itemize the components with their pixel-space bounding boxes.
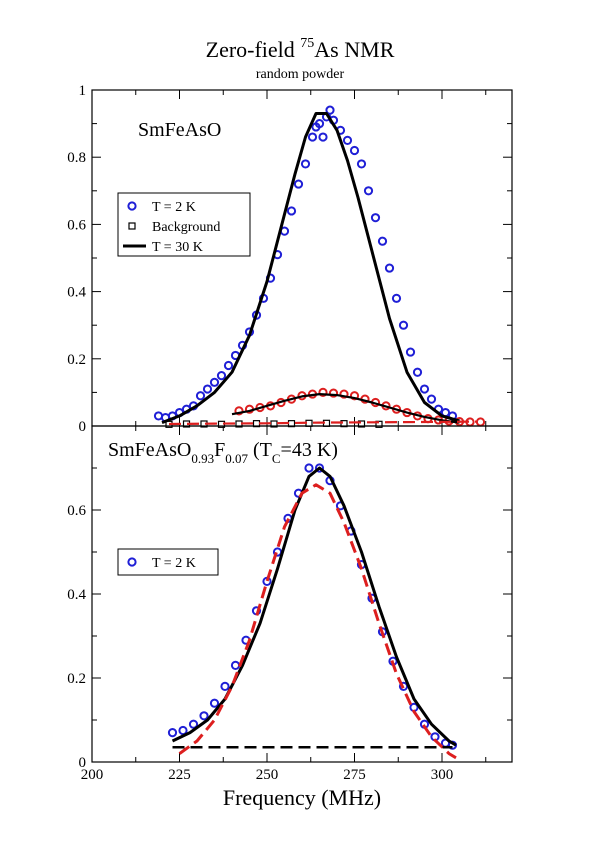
label-tc-close: =43 K)	[281, 439, 338, 461]
point-circle-0-1-8	[318, 387, 328, 397]
title-superscript: 75	[300, 36, 314, 51]
point-circle-0-1-9	[328, 388, 339, 398]
label-main: SmFeAsO	[108, 439, 191, 461]
point-circle-0-0-24	[314, 119, 325, 129]
label-mid: F	[214, 439, 225, 461]
point-circle-0-0-39	[405, 347, 416, 357]
top-plot-area	[153, 105, 486, 428]
chart-subtitle: random powder	[256, 67, 345, 82]
point-circle-0-1-11	[349, 391, 360, 401]
y-tick-label-0-4: 0.8	[67, 150, 86, 166]
legend-marker-circle-0	[127, 201, 137, 211]
point-square-0-2-10	[340, 420, 348, 428]
point-circle-0-0-33	[363, 186, 374, 196]
panel-bottom: SmFeAsO0.93F0.07 (TC=43 K) 0 0.2 0.4 0.6 20…	[67, 425, 513, 783]
point-circle-0-1-10	[339, 389, 349, 399]
point-circle-1-0-6	[230, 660, 241, 671]
legend-entry-1-0: T = 2 K	[152, 556, 196, 571]
point-circle-1-0-13	[304, 463, 314, 473]
series-line-1-2	[178, 483, 457, 760]
point-circle-0-0-7	[202, 384, 213, 394]
legend-marker-square-0	[128, 222, 136, 230]
point-circle-0-0-42	[426, 394, 437, 404]
point-circle-0-0-35	[377, 236, 388, 246]
point-circle-0-0-31	[349, 145, 360, 156]
label-tc-open: (T	[248, 439, 272, 461]
point-circle-0-0-20	[293, 179, 304, 189]
series-line-0-4	[231, 393, 460, 424]
point-circle-0-0-38	[398, 320, 409, 330]
x-axis-label: Frequency (MHz)	[223, 785, 381, 810]
point-circle-1-0-2	[188, 719, 199, 729]
bottom-plot-area	[167, 463, 458, 760]
point-circle-0-0-8	[209, 377, 220, 387]
point-circle-1-0-5	[220, 681, 230, 692]
point-circle-0-0-30	[342, 135, 353, 145]
point-circle-0-0-34	[370, 213, 381, 223]
x-tick-label-4: 300	[431, 767, 454, 783]
y-tick-label-0-1: 0.2	[67, 352, 86, 368]
point-circle-0-0-36	[384, 263, 395, 273]
point-circle-0-0-25	[318, 132, 328, 142]
bottom-y-axis: 0 0.2 0.4 0.6	[67, 467, 512, 771]
point-circle-0-1-0	[234, 406, 244, 416]
point-circle-0-0-41	[419, 384, 430, 394]
bottom-legend: T = 2 K	[117, 548, 219, 576]
y-tick-label-1-2: 0.4	[67, 587, 86, 603]
y-tick-label-1-1: 0.2	[67, 671, 86, 687]
point-circle-1-0-14	[314, 463, 325, 473]
point-square-0-2-12	[375, 420, 383, 428]
chart-title: Zero-field 75As NMR	[206, 36, 395, 62]
title-suffix: As NMR	[314, 37, 394, 62]
point-circle-1-0-22	[398, 681, 409, 692]
point-circle-1-0-3	[199, 711, 209, 721]
point-circle-0-0-6	[195, 391, 206, 401]
label-sub1: 0.93	[191, 451, 214, 466]
y-tick-label-0-3: 0.6	[67, 217, 86, 233]
point-circle-0-0-19	[286, 206, 297, 216]
title-prefix: Zero-field	[206, 37, 301, 62]
panel-bottom-label: SmFeAsO0.93F0.07 (TC=43 K)	[108, 439, 338, 466]
point-square-0-2-11	[357, 420, 366, 428]
legend-entry-0-2: T = 30 K	[152, 240, 203, 255]
point-circle-0-0-27	[325, 105, 335, 115]
legend-marker-circle-1	[127, 557, 137, 567]
point-circle-1-0-1	[178, 725, 188, 736]
top-legend: T = 2 K Background T = 30 K	[117, 192, 251, 257]
point-circle-0-0-9	[216, 371, 227, 381]
x-tick-label-2: 250	[256, 767, 279, 783]
x-tick-label-1: 225	[168, 767, 191, 783]
x-tick-label-3: 275	[343, 767, 366, 783]
point-circle-1-0-4	[209, 698, 220, 708]
panel-bottom-frame	[91, 425, 513, 763]
series-line-0-3	[161, 112, 460, 425]
bottom-x-axis: 200 225 250 275 300	[81, 426, 487, 783]
point-circle-0-0-21	[300, 159, 311, 169]
y-tick-label-0-2: 0.4	[67, 285, 86, 301]
y-tick-label-1-0: 0	[79, 755, 87, 771]
label-tc-sub: C	[272, 451, 281, 466]
panel-top-label: SmFeAsO	[138, 119, 221, 141]
top-y-axis: 0 0.2 0.4 0.6 0.8 1	[67, 83, 512, 435]
point-circle-0-0-32	[356, 159, 367, 169]
y-tick-label-0-5: 1	[79, 83, 87, 99]
panel-top: SmFeAsO 0 0.2 0.4 0.6 0.8 1 T = 2 K Background…	[67, 83, 513, 435]
point-circle-0-0-40	[412, 367, 423, 377]
point-circle-1-0-0	[167, 728, 178, 738]
legend-entry-0-1: Background	[152, 220, 220, 235]
series-line-0-5	[168, 420, 478, 426]
point-circle-0-0-10	[223, 360, 234, 371]
x-tick-label-0: 200	[81, 767, 104, 783]
label-sub2: 0.07	[225, 451, 248, 466]
legend-entry-0-0: T = 2 K	[152, 200, 196, 215]
point-circle-0-0-37	[391, 293, 402, 303]
y-tick-label-0-0: 0	[79, 419, 87, 435]
y-tick-label-1-3: 0.6	[67, 503, 86, 519]
point-circle-0-1-23	[475, 417, 486, 427]
point-circle-0-0-22	[307, 132, 318, 142]
